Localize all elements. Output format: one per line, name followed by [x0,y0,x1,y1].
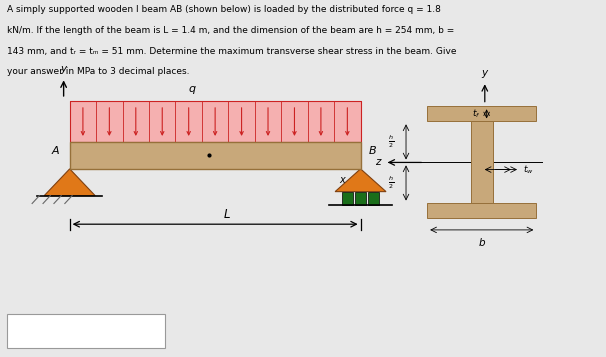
Text: B: B [369,146,377,156]
Text: y: y [482,68,488,78]
Text: 143 mm, and tᵣ = tₘ = 51 mm. Determine the maximum transverse shear stress in th: 143 mm, and tᵣ = tₘ = 51 mm. Determine t… [7,47,457,56]
Bar [368,192,379,205]
Bar [70,101,361,142]
Text: $\frac{h}{2}$: $\frac{h}{2}$ [388,134,394,150]
Text: q: q [188,84,195,94]
Bar [70,142,361,169]
Bar [355,192,366,205]
Text: A simply supported wooden I beam AB (shown below) is loaded by the distributed f: A simply supported wooden I beam AB (sho… [7,5,441,14]
Text: z: z [375,157,381,167]
Text: L: L [224,208,230,221]
Text: $\frac{h}{2}$: $\frac{h}{2}$ [388,175,394,191]
Text: x: x [339,175,345,185]
Text: b: b [479,238,485,248]
Bar [342,192,353,205]
Bar [427,203,536,218]
Text: kN/m. If the length of the beam is L = 1.4 m, and the dimension of the beam are : kN/m. If the length of the beam is L = 1… [7,26,454,35]
Text: $t_f$: $t_f$ [472,107,481,120]
Text: your answer in MPa to 3 decimal places.: your answer in MPa to 3 decimal places. [7,67,190,76]
Text: $t_w$: $t_w$ [523,163,534,176]
Bar [427,106,536,121]
Text: A: A [51,146,59,156]
Polygon shape [44,169,95,196]
Polygon shape [335,169,386,192]
Bar [471,121,493,203]
Bar [7,314,165,348]
Text: y: y [61,64,67,74]
